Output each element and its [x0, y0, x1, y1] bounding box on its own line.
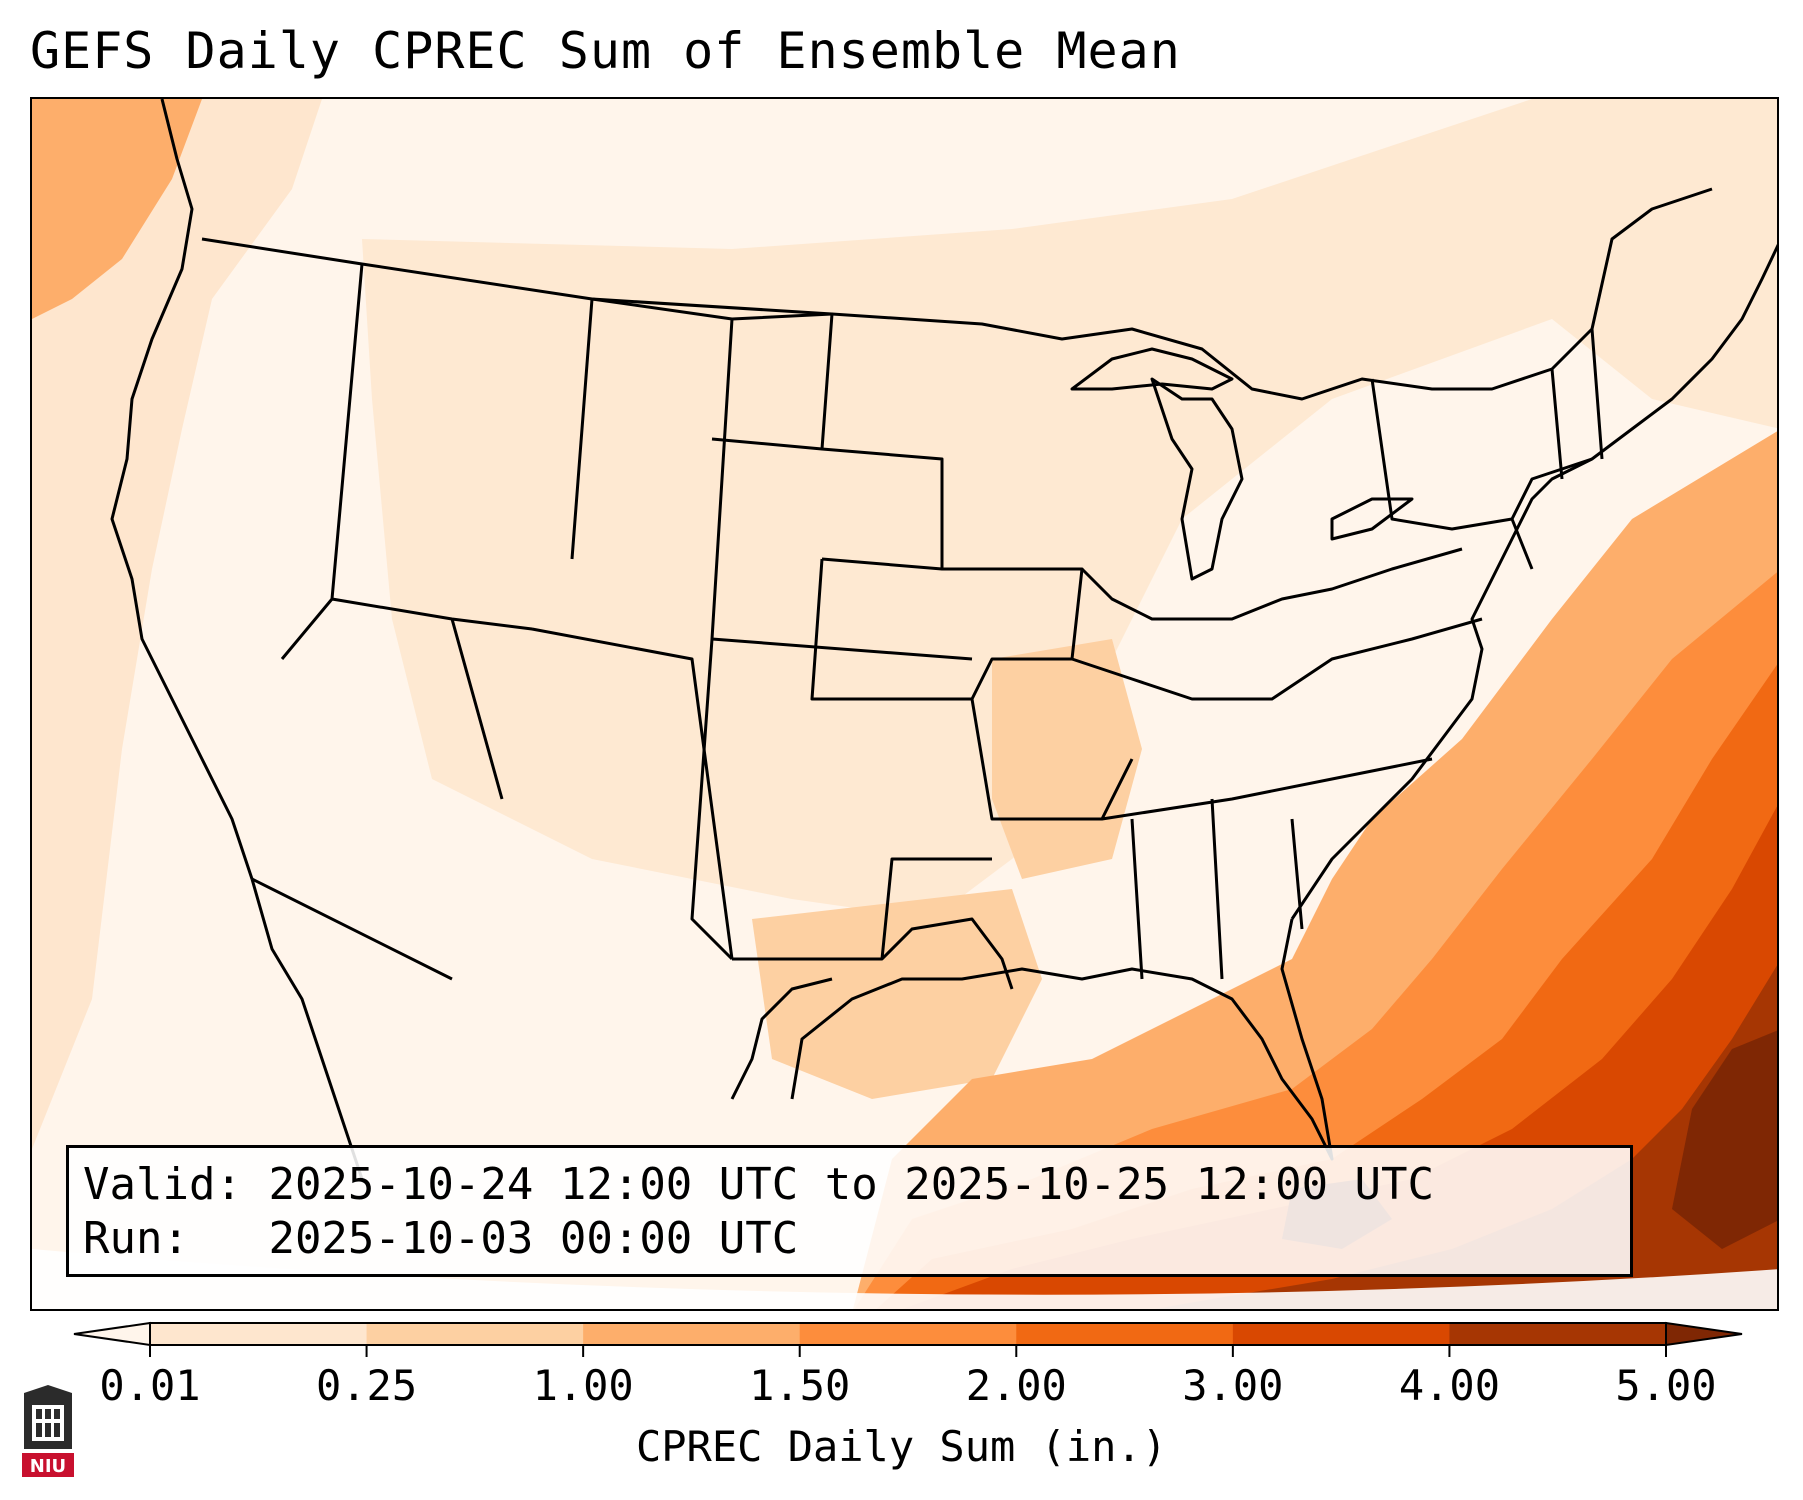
colorbar-label: CPREC Daily Sum (in.)	[635, 1422, 1167, 1471]
precip-darkbrown-patch	[1672, 1030, 1777, 1249]
baja-coast	[250, 878, 364, 1180]
precip-pale-plains	[362, 99, 1777, 919]
colorbar-tick-label: 5.00	[1615, 1361, 1716, 1410]
canada-border	[201, 187, 1713, 401]
colorbar-extend-high	[1665, 1321, 1743, 1347]
valid-label: Valid:	[83, 1159, 242, 1210]
precip-tan-west	[32, 99, 202, 319]
colorbar-extend-low	[73, 1321, 151, 1347]
map-title: GEFS Daily CPREC Sum of Ensemble Mean	[30, 22, 1181, 80]
projection-edge	[32, 1249, 1777, 1309]
precip-tan-tx	[752, 889, 1042, 1099]
colorbar-segment	[1016, 1323, 1234, 1345]
us-east-coast	[1290, 243, 1777, 920]
great-lakes-superior	[1070, 347, 1234, 391]
colorbar-tick-label: 2.00	[966, 1361, 1067, 1410]
niu-logo-icon: NIU	[22, 1385, 74, 1477]
colorbar-tick-label: 3.00	[1182, 1361, 1283, 1410]
valid-run-info-box: Valid: 2025-10-24 12:00 UTC to 2025-10-2…	[66, 1145, 1633, 1277]
colorbar-tick-label: 4.00	[1399, 1361, 1500, 1410]
run-label: Run:	[83, 1213, 189, 1264]
colorbar-segment	[1232, 1323, 1450, 1345]
great-lakes-michigan	[1150, 377, 1244, 581]
run-value: 2025-10-03 00:00 UTC	[268, 1213, 799, 1264]
colorbar-tick-label: 0.25	[316, 1361, 417, 1410]
colorbar-tick-label: 1.50	[749, 1361, 850, 1410]
colorbar: 0.01 0.25 1.00 1.50 2.00 3.00 4.00 5.00	[73, 1321, 1743, 1410]
us-west-coast	[110, 99, 254, 880]
borders	[110, 99, 1777, 1180]
state-lines-south	[690, 638, 1014, 990]
state-lines-east	[1071, 547, 1483, 980]
mexico-gulf-coast	[730, 977, 833, 1100]
us-gulf-coast	[790, 918, 1334, 1161]
colorbar-tick-label: 1.00	[533, 1361, 634, 1410]
colorbar-segment	[583, 1323, 801, 1345]
valid-value: 2025-10-24 12:00 UTC to 2025-10-25 12:00…	[268, 1159, 1435, 1210]
colorbar-segment	[150, 1323, 368, 1345]
colorbar-tick-label: 0.01	[99, 1361, 200, 1410]
colorbar-segment	[366, 1323, 584, 1345]
state-lines-central	[711, 312, 1134, 821]
state-lines-northeast	[1370, 328, 1604, 570]
colorbar-frame	[149, 1322, 1667, 1346]
logo-text: NIU	[30, 1456, 66, 1477]
state-lines-west	[251, 263, 973, 981]
colorbar-segment	[799, 1323, 1017, 1345]
precip-pale-west	[32, 99, 322, 1149]
colorbar-segment	[1449, 1323, 1667, 1345]
precipitation-map	[30, 97, 1779, 1311]
